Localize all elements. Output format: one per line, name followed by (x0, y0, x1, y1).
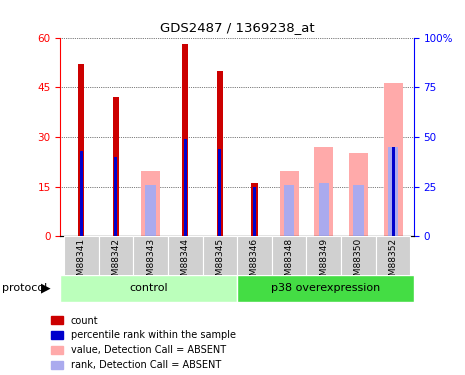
Text: GSM88343: GSM88343 (146, 238, 155, 287)
Bar (133, 236, 168, 276)
Bar (146, 184, 156, 236)
Text: control: control (129, 284, 168, 293)
Bar (252, 183, 258, 236)
Bar (341, 236, 376, 276)
Bar (384, 83, 403, 236)
Bar (284, 184, 294, 236)
Bar (314, 147, 333, 236)
Text: GSM88349: GSM88349 (319, 238, 328, 287)
Bar (168, 236, 202, 276)
Bar (182, 44, 188, 236)
Bar (217, 70, 223, 236)
Bar (237, 275, 414, 302)
Bar (114, 157, 118, 236)
Bar (306, 236, 341, 276)
Text: GSM88348: GSM88348 (285, 238, 293, 287)
Bar (392, 147, 395, 236)
Text: GSM88352: GSM88352 (389, 238, 398, 287)
Text: GSM88342: GSM88342 (112, 238, 120, 287)
Bar (218, 149, 221, 236)
Text: GSM88344: GSM88344 (181, 238, 190, 287)
Bar (319, 183, 329, 236)
Text: p38 overexpression: p38 overexpression (271, 284, 380, 293)
Bar (184, 139, 187, 236)
Bar (78, 64, 84, 236)
Text: GSM88350: GSM88350 (354, 238, 363, 288)
Bar (99, 236, 133, 276)
Bar (113, 97, 119, 236)
Text: GSM88341: GSM88341 (77, 238, 86, 287)
Bar (141, 171, 160, 236)
Bar (64, 236, 99, 276)
Bar (253, 187, 256, 236)
Bar (376, 236, 411, 276)
Text: GSM88345: GSM88345 (215, 238, 224, 287)
Text: ▶: ▶ (41, 282, 50, 295)
Bar (388, 147, 398, 236)
Bar (237, 236, 272, 276)
Bar (80, 151, 83, 236)
Text: protocol: protocol (2, 284, 47, 293)
Bar (202, 236, 237, 276)
Bar (279, 171, 299, 236)
Bar (353, 184, 364, 236)
Legend: count, percentile rank within the sample, value, Detection Call = ABSENT, rank, : count, percentile rank within the sample… (51, 315, 236, 370)
Title: GDS2487 / 1369238_at: GDS2487 / 1369238_at (160, 21, 314, 33)
Text: GSM88346: GSM88346 (250, 238, 259, 287)
Bar (60, 275, 237, 302)
Bar (272, 236, 306, 276)
Bar (349, 153, 368, 236)
